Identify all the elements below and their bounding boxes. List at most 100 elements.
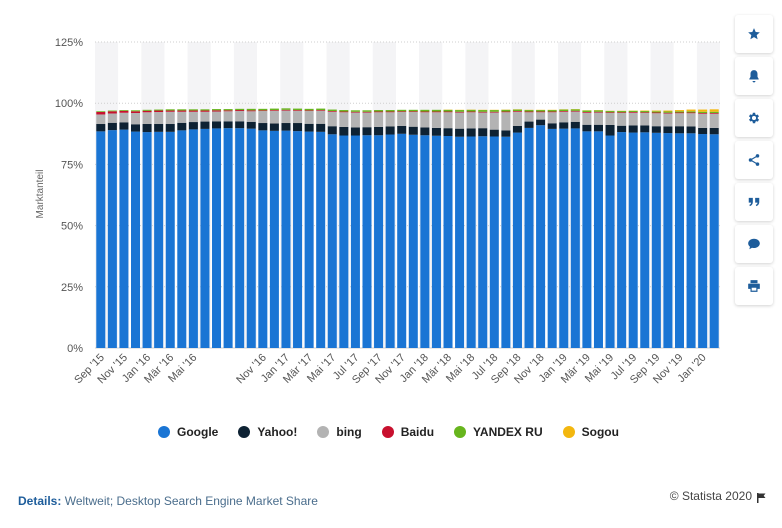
bar-segment-google[interactable] (96, 131, 106, 348)
bar-segment-bing[interactable] (350, 112, 360, 128)
bar-segment-bing[interactable] (397, 112, 407, 126)
bar-segment-google[interactable] (177, 130, 187, 348)
bar-segment-yandex-ru[interactable] (674, 111, 685, 113)
bar-segment-baidu[interactable] (212, 110, 222, 112)
bar-segment-bing[interactable] (339, 112, 349, 127)
bar-segment-bing[interactable] (709, 113, 719, 128)
copyright-text[interactable]: © Statista 2020 (669, 489, 752, 503)
bar-segment-yandex-ru[interactable] (293, 108, 303, 111)
bar-segment-google[interactable] (339, 135, 349, 348)
bar-segment-yandex-ru[interactable] (200, 109, 210, 111)
bar-segment-bing[interactable] (547, 112, 557, 124)
bar-segment-bing[interactable] (327, 111, 337, 127)
bar-segment-bing[interactable] (258, 111, 268, 124)
bar-segment-bing[interactable] (651, 113, 661, 127)
bar-segment-google[interactable] (593, 131, 603, 348)
bar-segment-baidu[interactable] (385, 111, 395, 113)
bar-segment-yandex-ru[interactable] (593, 110, 603, 112)
bar-segment-baidu[interactable] (593, 111, 603, 113)
bar-segment-yandex-ru[interactable] (177, 109, 187, 111)
bar-segment-yandex-ru[interactable] (350, 110, 360, 112)
bar-segment-sogou[interactable] (663, 110, 673, 112)
bar-segment-bing[interactable] (443, 112, 453, 129)
bar-segment-yahoo-[interactable] (385, 126, 395, 135)
bar-segment-google[interactable] (258, 130, 268, 348)
bar-segment-yandex-ru[interactable] (582, 110, 592, 113)
legend-item[interactable]: Google (158, 425, 218, 439)
bar-segment-baidu[interactable] (628, 112, 638, 113)
bar-segment-yandex-ru[interactable] (304, 108, 314, 111)
bar-segment-bing[interactable] (269, 110, 279, 124)
bar-segment-yandex-ru[interactable] (131, 110, 141, 112)
bar-segment-bing[interactable] (408, 112, 418, 127)
bar-segment-yahoo-[interactable] (107, 122, 117, 131)
bar-segment-baidu[interactable] (501, 111, 511, 113)
bar-segment-sogou[interactable] (674, 110, 685, 112)
bar-segment-bing[interactable] (304, 111, 314, 124)
bar-segment-google[interactable] (269, 130, 279, 348)
bar-segment-bing[interactable] (698, 113, 708, 128)
bar-segment-yandex-ru[interactable] (651, 111, 661, 113)
bar-segment-google[interactable] (212, 128, 222, 348)
bar-segment-bing[interactable] (212, 111, 222, 122)
bar-segment-bing[interactable] (536, 112, 546, 120)
bar-segment-baidu[interactable] (536, 111, 546, 113)
bar-segment-bing[interactable] (131, 112, 141, 125)
bar-segment-yahoo-[interactable] (177, 122, 187, 131)
bar-segment-yandex-ru[interactable] (362, 110, 372, 112)
bar-segment-google[interactable] (570, 128, 580, 348)
bar-segment-baidu[interactable] (686, 112, 696, 114)
bar-segment-bing[interactable] (570, 111, 580, 122)
bar-segment-bing[interactable] (617, 112, 627, 126)
bar-segment-google[interactable] (235, 128, 245, 348)
bar-segment-yahoo-[interactable] (593, 124, 603, 132)
bar-segment-bing[interactable] (119, 112, 129, 123)
bar-segment-google[interactable] (142, 132, 152, 348)
bar-segment-bing[interactable] (686, 113, 696, 127)
bar-segment-bing[interactable] (663, 113, 673, 127)
bar-segment-yahoo-[interactable] (304, 123, 314, 132)
bar-segment-yandex-ru[interactable] (628, 110, 638, 113)
bar-segment-yahoo-[interactable] (640, 125, 650, 133)
bar-segment-yahoo-[interactable] (339, 126, 349, 136)
bar-segment-bing[interactable] (362, 112, 372, 128)
bar-segment-bing[interactable] (96, 114, 106, 125)
bar-segment-yandex-ru[interactable] (235, 108, 245, 111)
bar-segment-bing[interactable] (478, 112, 488, 129)
bar-segment-bing[interactable] (374, 112, 384, 127)
bar-segment-yahoo-[interactable] (559, 122, 569, 129)
bar-segment-google[interactable] (119, 129, 129, 348)
legend-item[interactable]: Yahoo! (238, 425, 297, 439)
bar-segment-baidu[interactable] (374, 111, 384, 113)
bar-segment-yandex-ru[interactable] (269, 108, 279, 111)
bar-segment-yandex-ru[interactable] (374, 110, 384, 112)
bar-segment-bing[interactable] (293, 110, 303, 124)
bar-segment-baidu[interactable] (154, 110, 164, 113)
bar-segment-yahoo-[interactable] (374, 126, 384, 136)
bar-segment-google[interactable] (524, 127, 534, 348)
bar-segment-yahoo-[interactable] (674, 126, 685, 134)
bar-segment-baidu[interactable] (617, 112, 627, 113)
bar-segment-google[interactable] (397, 133, 407, 348)
bar-segment-baidu[interactable] (165, 110, 175, 112)
bar-segment-baidu[interactable] (293, 110, 303, 111)
bar-segment-google[interactable] (512, 132, 522, 348)
bar-segment-yahoo-[interactable] (258, 123, 268, 131)
bar-segment-bing[interactable] (455, 112, 465, 129)
bar-segment-baidu[interactable] (258, 110, 268, 112)
bar-segment-baidu[interactable] (455, 111, 465, 113)
bar-segment-google[interactable] (663, 133, 673, 348)
details-text[interactable]: Weltweit; Desktop Search Engine Market S… (64, 494, 318, 508)
bar-segment-bing[interactable] (582, 112, 592, 125)
bar-segment-google[interactable] (559, 128, 569, 348)
bar-segment-baidu[interactable] (651, 112, 661, 114)
bar-segment-yahoo-[interactable] (663, 126, 673, 134)
bar-segment-bing[interactable] (200, 111, 210, 122)
bar-segment-baidu[interactable] (96, 112, 106, 115)
bar-segment-google[interactable] (107, 130, 117, 348)
bar-segment-google[interactable] (698, 134, 708, 348)
bar-segment-yandex-ru[interactable] (559, 109, 569, 112)
bar-segment-bing[interactable] (142, 112, 152, 125)
bar-segment-google[interactable] (455, 136, 465, 348)
bar-segment-yahoo-[interactable] (362, 127, 372, 136)
